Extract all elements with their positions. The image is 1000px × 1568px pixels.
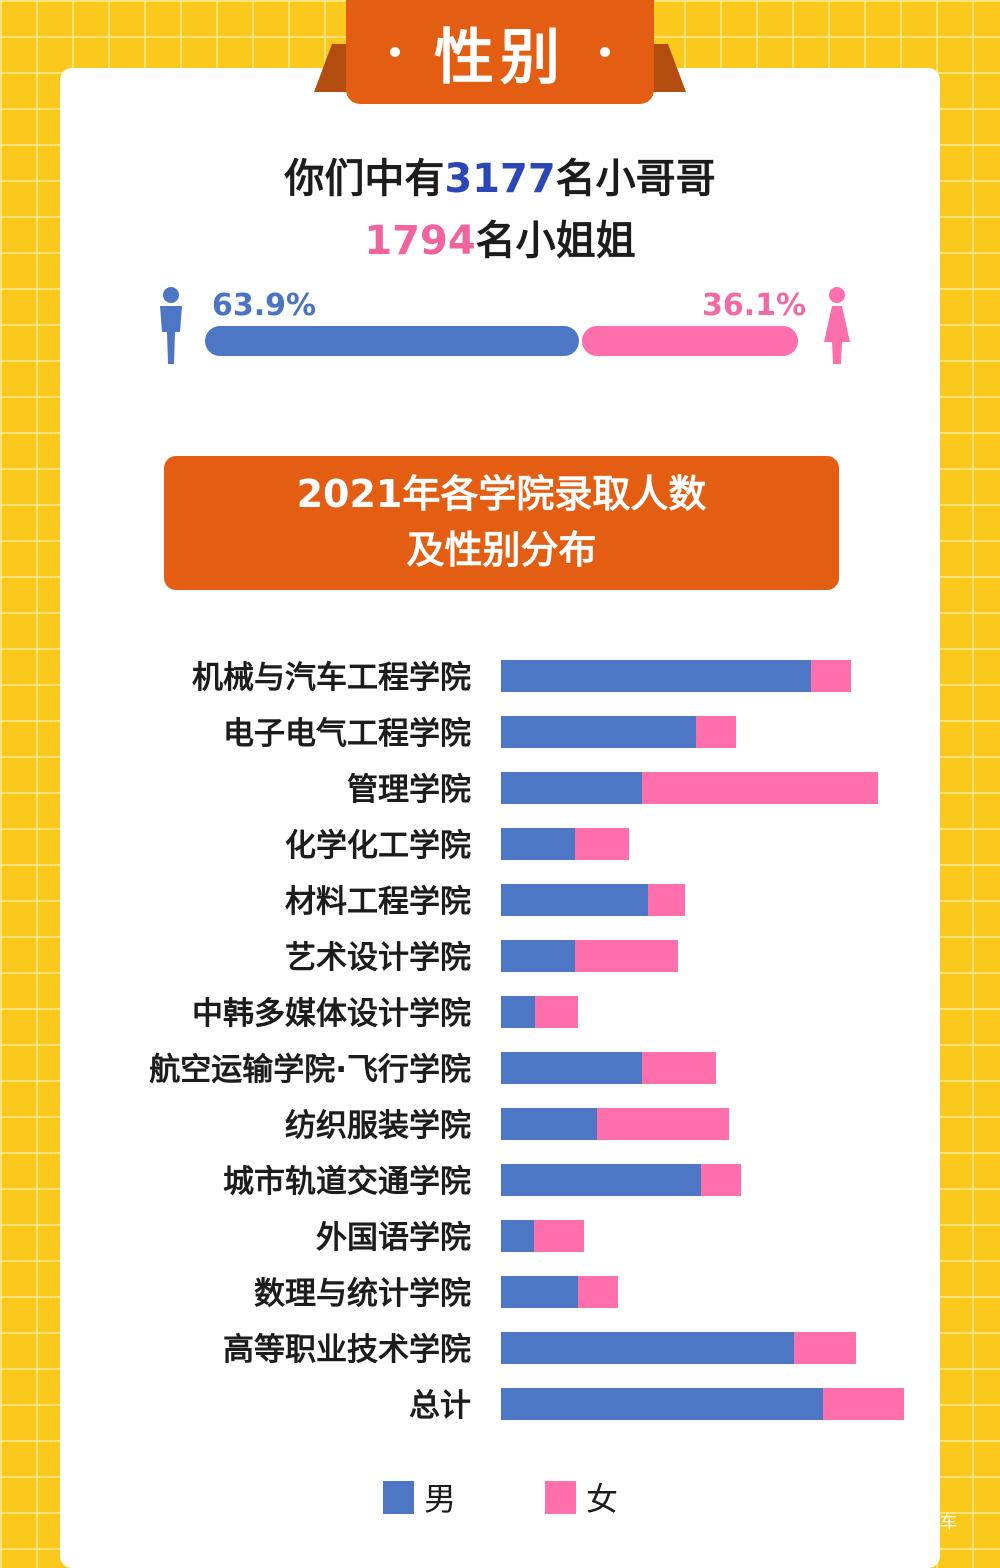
legend-swatch-female xyxy=(545,1480,576,1514)
chart-title-line2: 及性别分布 xyxy=(406,528,597,572)
bar-male xyxy=(501,1052,642,1084)
bar-female xyxy=(597,1108,729,1140)
content-card xyxy=(60,68,940,1568)
bar-female xyxy=(696,716,736,748)
female-share-bar xyxy=(582,326,798,356)
page-title: 性别 xyxy=(434,22,566,93)
watermark: 高考直通车 xyxy=(872,1513,957,1533)
female-person-icon xyxy=(824,287,850,364)
bar-male xyxy=(501,1164,701,1196)
bar-female xyxy=(575,828,629,860)
title-dot-left xyxy=(390,47,400,57)
bar-male xyxy=(501,940,575,972)
category-label: 航空运输学院·飞行学院 xyxy=(149,1052,471,1088)
male-percentage: 63.9% xyxy=(212,288,317,323)
category-label: 机械与汽车工程学院 xyxy=(192,660,471,696)
bar-male xyxy=(501,1332,794,1364)
category-label: 城市轨道交通学院 xyxy=(223,1164,471,1200)
bar-female xyxy=(535,996,578,1028)
female-count: 1794 xyxy=(364,218,476,264)
category-label: 化学化工学院 xyxy=(285,828,471,864)
category-label: 材料工程学院 xyxy=(285,884,471,920)
bar-male xyxy=(501,772,642,804)
category-label: 总计 xyxy=(409,1388,471,1424)
category-label: 纺织服装学院 xyxy=(285,1108,471,1144)
title-dot-right xyxy=(600,47,610,57)
female-line-suffix: 名小姐姐 xyxy=(475,218,636,264)
bar-male xyxy=(501,1220,534,1252)
legend-swatch-male xyxy=(383,1480,414,1514)
male-count-line: 你们中有3177名小哥哥 xyxy=(0,146,1000,204)
chart-title-banner: 2021年各学院录取人数 及性别分布 xyxy=(164,456,839,590)
bar-female xyxy=(578,1276,618,1308)
bar-female xyxy=(811,660,851,692)
bar-female xyxy=(823,1388,904,1420)
legend-item-female: 女 xyxy=(545,1474,618,1520)
bar-female xyxy=(648,884,685,916)
bar-male xyxy=(501,660,811,692)
legend-label-male: 男 xyxy=(424,1480,457,1518)
legend-label-female: 女 xyxy=(586,1480,619,1518)
female-count-line: 1794名小姐姐 xyxy=(0,208,1000,266)
category-label: 外国语学院 xyxy=(316,1220,471,1256)
category-label: 中韩多媒体设计学院 xyxy=(192,996,471,1032)
female-percentage: 36.1% xyxy=(702,288,807,323)
category-label: 管理学院 xyxy=(347,772,471,808)
male-line-prefix: 你们中有 xyxy=(284,156,445,202)
bar-male xyxy=(501,996,535,1028)
category-label: 电子电气工程学院 xyxy=(223,716,471,752)
bar-female xyxy=(534,1220,584,1252)
bar-female xyxy=(794,1332,856,1364)
bar-male xyxy=(501,1276,578,1308)
category-label: 艺术设计学院 xyxy=(285,940,471,976)
bar-male xyxy=(501,1388,823,1420)
bar-female xyxy=(575,940,678,972)
male-line-suffix: 名小哥哥 xyxy=(555,156,716,202)
category-label: 高等职业技术学院 xyxy=(223,1332,471,1368)
male-count: 3177 xyxy=(444,156,556,202)
bar-female xyxy=(642,772,878,804)
bar-male xyxy=(501,884,648,916)
bar-male xyxy=(501,828,575,860)
legend-item-male: 男 xyxy=(383,1474,456,1520)
chart-title-line1: 2021年各学院录取人数 xyxy=(296,472,707,516)
title-banner: 性别 xyxy=(346,0,654,104)
college-gender-bar-chart: 机械与汽车工程学院电子电气工程学院管理学院化学化工学院材料工程学院艺术设计学院中… xyxy=(149,660,904,1424)
bar-male xyxy=(501,1108,597,1140)
male-share-bar xyxy=(205,326,579,356)
bar-female xyxy=(701,1164,741,1196)
male-person-icon xyxy=(160,287,182,364)
bar-female xyxy=(642,1052,716,1084)
category-label: 数理与统计学院 xyxy=(254,1276,471,1312)
bar-male xyxy=(501,716,696,748)
